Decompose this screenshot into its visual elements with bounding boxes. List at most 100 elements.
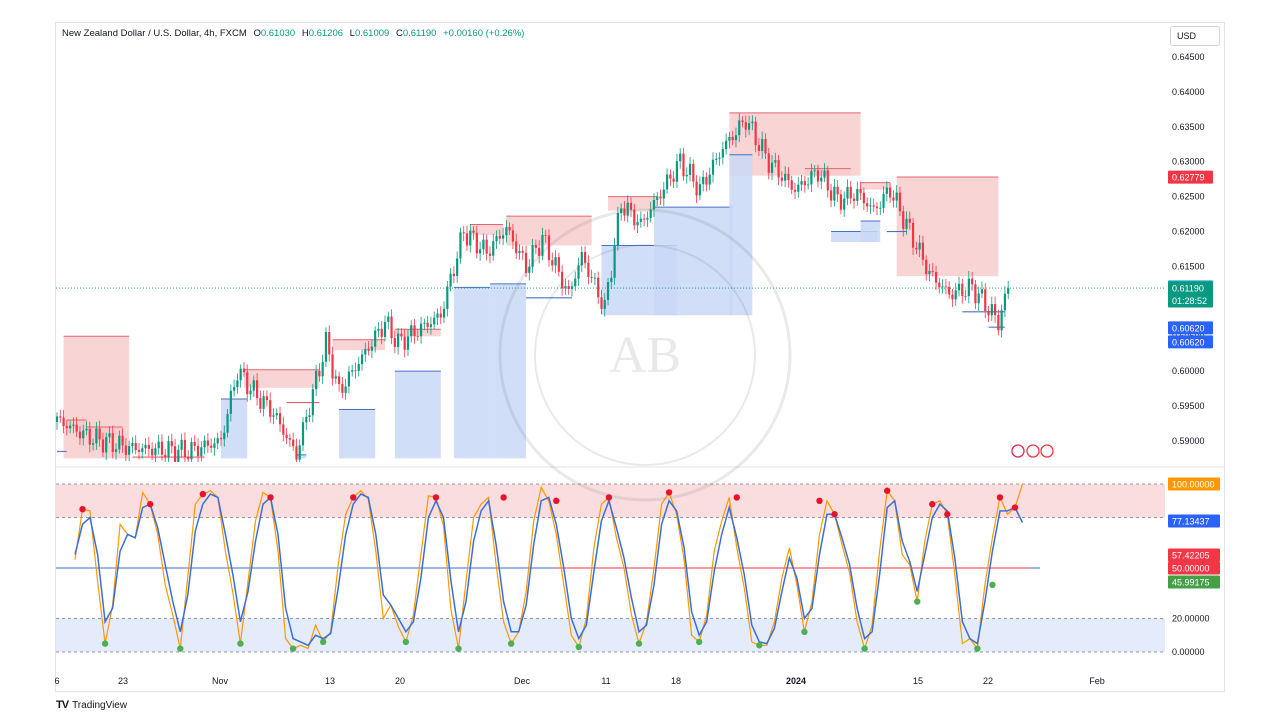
candle-94 bbox=[364, 342, 367, 362]
osc-buy-marker-15 bbox=[974, 645, 981, 652]
candle-28 bbox=[147, 437, 150, 457]
candle-278 bbox=[967, 270, 970, 304]
candle-40 bbox=[187, 450, 190, 462]
osc-buy-marker-16 bbox=[989, 581, 996, 588]
candle-36 bbox=[173, 438, 177, 462]
candle-100 bbox=[383, 315, 387, 342]
candle-199 bbox=[708, 167, 711, 191]
candle-37 bbox=[177, 444, 180, 462]
osc-sell-marker-3 bbox=[267, 494, 274, 501]
candle-156 bbox=[567, 279, 570, 295]
candle-241 bbox=[846, 179, 849, 206]
candle-118 bbox=[442, 301, 446, 324]
candle-122 bbox=[456, 251, 459, 283]
candle-0 bbox=[56, 412, 59, 430]
price-tick-label: 0.61500 bbox=[1172, 261, 1205, 271]
candle-211 bbox=[747, 115, 751, 136]
candle-209 bbox=[741, 116, 744, 128]
osc-sell-marker-17 bbox=[1011, 504, 1019, 511]
svg-text:0.62779: 0.62779 bbox=[1172, 173, 1205, 183]
tradingview-footer[interactable]: TV TradingView bbox=[56, 699, 127, 711]
osc-buy-marker-6 bbox=[455, 645, 462, 652]
open-value: 0.61030 bbox=[260, 28, 296, 39]
candle-103 bbox=[393, 330, 396, 354]
candle-55 bbox=[236, 373, 239, 394]
candle-98 bbox=[377, 322, 380, 338]
candle-276 bbox=[961, 278, 964, 304]
candle-42 bbox=[193, 435, 196, 452]
candle-147 bbox=[538, 240, 541, 264]
candle-83 bbox=[328, 325, 331, 362]
candle-4 bbox=[69, 420, 72, 434]
svg-text:AB: AB bbox=[609, 327, 681, 384]
candle-217 bbox=[767, 147, 770, 180]
price-tick-label: 0.62500 bbox=[1172, 192, 1205, 202]
osc-buy-marker-2 bbox=[237, 640, 244, 647]
candle-46 bbox=[206, 433, 209, 453]
high-value: 0.61206 bbox=[308, 28, 344, 39]
chart-frame[interactable] bbox=[55, 22, 1225, 692]
candle-239 bbox=[839, 189, 843, 215]
candle-43 bbox=[196, 438, 200, 462]
candle-58 bbox=[246, 364, 249, 402]
symbol-title: New Zealand Dollar / U.S. Dollar, 4h, FX… bbox=[62, 28, 247, 39]
candle-32 bbox=[160, 434, 164, 461]
candle-119 bbox=[446, 281, 449, 317]
currency-button[interactable]: USD bbox=[1170, 26, 1220, 46]
candle-143 bbox=[524, 245, 528, 278]
event-icons[interactable] bbox=[1011, 444, 1054, 458]
us-flag-event-icon[interactable] bbox=[1026, 444, 1040, 458]
svg-text:0.61190: 0.61190 bbox=[1172, 284, 1204, 294]
candle-59 bbox=[249, 384, 252, 401]
price-tag-0: 0.62779 bbox=[1168, 170, 1213, 184]
candle-169 bbox=[610, 270, 613, 290]
svg-text:50.00000: 50.00000 bbox=[1172, 564, 1210, 574]
candle-175 bbox=[629, 197, 633, 217]
candle-181 bbox=[649, 201, 652, 223]
candle-279 bbox=[971, 271, 974, 291]
candle-81 bbox=[321, 354, 324, 385]
candle-216 bbox=[764, 133, 767, 160]
candle-127 bbox=[472, 226, 475, 240]
osc-sell-marker-15 bbox=[944, 511, 951, 518]
supply-zone-14 bbox=[896, 177, 999, 277]
candle-290 bbox=[1007, 280, 1010, 300]
osc-tag-2: 57.42205 bbox=[1168, 548, 1220, 562]
low-value: 0.61009 bbox=[354, 28, 390, 39]
candle-54 bbox=[233, 379, 236, 397]
candle-196 bbox=[698, 176, 701, 200]
candle-27 bbox=[144, 438, 147, 455]
candle-260 bbox=[908, 211, 911, 230]
price-tag-2: 0.61190 01:28:52 bbox=[1168, 281, 1213, 308]
candle-29 bbox=[151, 442, 154, 461]
candle-197 bbox=[702, 170, 705, 192]
us-flag-event-icon-2[interactable] bbox=[1040, 444, 1054, 458]
candle-162 bbox=[587, 255, 590, 285]
candle-11 bbox=[91, 438, 95, 451]
price-tag-3: 0.60620 bbox=[1168, 321, 1213, 335]
candle-205 bbox=[728, 131, 731, 149]
osc-tag-4: 45.99175 bbox=[1168, 575, 1220, 589]
osc-sell-marker-7 bbox=[553, 497, 560, 504]
candle-75 bbox=[301, 417, 305, 452]
osc-buy-marker-14 bbox=[914, 598, 921, 605]
supply-zone-10 bbox=[608, 196, 658, 211]
candle-3 bbox=[65, 419, 68, 436]
candle-144 bbox=[528, 259, 531, 281]
candle-88 bbox=[344, 378, 347, 400]
time-tick-label: 11 bbox=[601, 676, 610, 686]
supply-zone-4 bbox=[243, 369, 320, 388]
candle-68 bbox=[278, 406, 282, 432]
candle-195 bbox=[695, 175, 698, 203]
candle-155 bbox=[564, 278, 567, 295]
candle-53 bbox=[229, 384, 232, 422]
candle-192 bbox=[685, 167, 688, 184]
candle-204 bbox=[725, 133, 728, 155]
candle-92 bbox=[357, 356, 360, 377]
demand-zone-12 bbox=[860, 221, 881, 242]
demand-zone-1 bbox=[221, 399, 248, 459]
dividend-event-icon[interactable] bbox=[1011, 444, 1025, 458]
candle-71 bbox=[288, 433, 291, 448]
overbought-band bbox=[56, 484, 1165, 518]
